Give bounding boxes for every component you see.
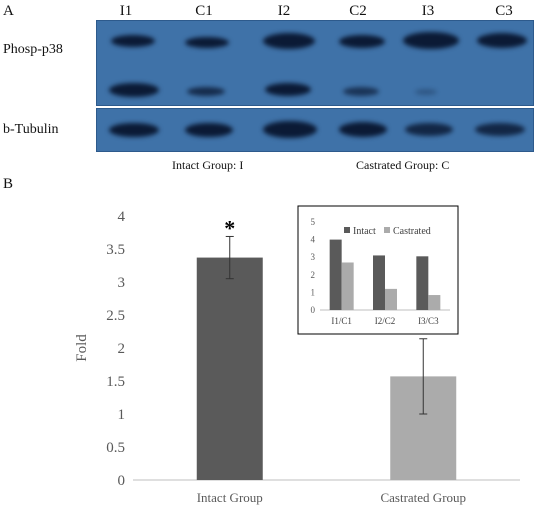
inset-legend-label: Intact (353, 226, 376, 237)
band-tubulin-c1 (185, 123, 233, 137)
lane-label-c3: C3 (495, 3, 513, 19)
inset-chart: Intact Castrated 0 1 2 3 4 5 I1/C1 I2/C2 I3/C3 (311, 217, 450, 326)
band-i3-lower (415, 89, 437, 95)
y-tick-label: 2.5 (106, 308, 125, 324)
inset-bar-castrated (428, 295, 441, 310)
band-c2-upper (339, 35, 385, 48)
inset-y-tick-label: 2 (311, 270, 316, 280)
band-c1-lower (187, 87, 225, 96)
inset-y-tick-label: 3 (311, 252, 316, 262)
y-tick-label: 3 (118, 275, 126, 291)
inset-y-tick-label: 0 (311, 305, 316, 315)
x-category-label: Castrated Group (380, 490, 466, 505)
band-i2-upper (263, 33, 315, 49)
band-c2-lower (343, 87, 379, 96)
western-blot-b-tubulin (96, 108, 534, 152)
x-category-label: Intact Group (197, 490, 263, 505)
inset-y-tick-label: 5 (311, 217, 316, 227)
inset-bar-castrated (385, 288, 397, 310)
band-i3-upper (403, 32, 459, 49)
significance-asterisk: * (224, 215, 235, 240)
panel-b-label: B (3, 176, 14, 192)
y-tick-label: 4 (118, 209, 126, 225)
band-tubulin-i3 (405, 123, 453, 136)
western-blot-phosp-p38 (96, 20, 534, 106)
inset-bar-intact (373, 255, 385, 310)
inset-legend-swatch (384, 227, 390, 233)
y-tick-label: 2 (118, 341, 126, 357)
band-c1-upper (185, 37, 229, 48)
inset-x-category-label: I2/C2 (375, 316, 396, 326)
y-axis-title: Fold (74, 334, 90, 362)
lane-label-i1: I1 (119, 3, 133, 19)
inset-bar-intact (329, 239, 342, 310)
band-tubulin-i1 (109, 123, 159, 137)
band-tubulin-c3 (475, 123, 525, 136)
y-tick-label: 3.5 (106, 242, 125, 258)
inset-bar-intact (416, 256, 429, 310)
lane-label-c2: C2 (349, 3, 367, 19)
inset-legend-label: Castrated (393, 226, 431, 237)
group-caption-castrated: Castrated Group: C (356, 158, 450, 172)
inset-bar-castrated (341, 262, 354, 310)
lane-label-c1: C1 (195, 3, 213, 19)
band-tubulin-c2 (339, 122, 387, 137)
bar-intact-group (196, 257, 263, 480)
y-tick-label: 0.5 (106, 440, 125, 456)
main-chart: 0 0.5 1 1.5 2 2.5 3 3.5 4 Fold Intact Group * Castra… (74, 209, 520, 505)
lane-label-i2: I2 (277, 3, 291, 19)
inset-x-category-label: I1/C1 (331, 316, 352, 326)
inset-y-tick-label: 1 (311, 287, 316, 297)
row-label-phosp-p38: Phosp-p38 (3, 42, 63, 57)
band-i2-lower (265, 83, 311, 96)
y-tick-label: 1 (118, 407, 126, 423)
band-i1-upper (111, 35, 155, 47)
band-tubulin-i2 (263, 121, 317, 138)
band-c3-upper (477, 33, 527, 48)
inset-legend-swatch (344, 227, 350, 233)
row-label-b-tubulin: b-Tubulin (3, 122, 59, 137)
group-caption-intact: Intact Group: I (172, 158, 244, 172)
inset-y-tick-label: 4 (311, 235, 316, 245)
panel-a-label: A (3, 3, 14, 19)
band-i1-lower (109, 83, 159, 97)
y-tick-label: 1.5 (106, 374, 125, 390)
inset-x-category-label: I3/C3 (418, 316, 439, 326)
lane-label-i3: I3 (421, 3, 435, 19)
y-tick-label: 0 (118, 473, 126, 489)
